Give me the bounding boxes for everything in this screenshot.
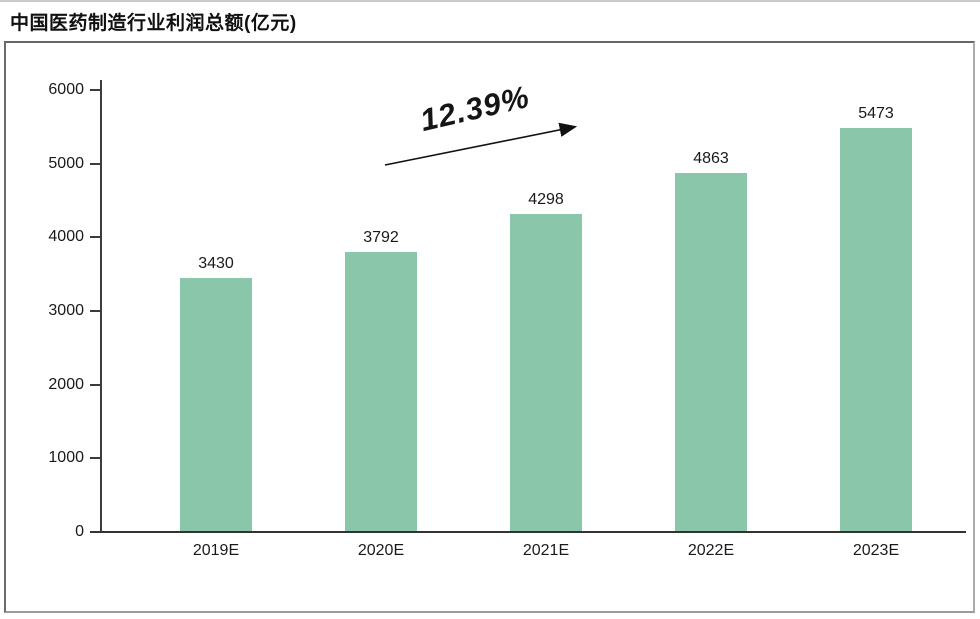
y-axis-tick	[90, 383, 101, 386]
x-axis-category-label: 2019E	[192, 542, 240, 559]
bar-value-label: 4298	[528, 191, 564, 209]
x-axis-category-label: 2021E	[522, 542, 570, 559]
bar-value-label: 5473	[858, 104, 894, 122]
y-axis-tick	[90, 310, 101, 312]
y-axis-tick	[90, 236, 101, 239]
growth-arrow-icon	[384, 122, 578, 166]
x-axis-line	[90, 531, 966, 533]
y-axis-line	[100, 80, 102, 532]
y-axis-tick	[90, 89, 101, 91]
y-axis-tick-label: 6000	[48, 81, 84, 98]
bar	[180, 278, 252, 531]
y-axis-tick-label: 2000	[48, 375, 84, 393]
bar	[510, 214, 582, 531]
chart-title: 中国医药制造行业利润总额(亿元)	[10, 13, 297, 34]
x-axis-category-label: 2023E	[852, 542, 900, 559]
x-axis-category-label: 2020E	[357, 542, 405, 559]
chart-frame	[4, 41, 975, 613]
y-axis-tick-label: 0	[75, 523, 84, 540]
y-axis-tick-label: 3000	[48, 302, 84, 319]
y-axis-tick-label: 5000	[48, 154, 84, 172]
y-axis-tick	[90, 162, 101, 165]
bar-value-label: 4863	[693, 149, 729, 167]
x-axis-category-label: 2022E	[687, 542, 735, 559]
y-axis-tick-label: 1000	[48, 449, 84, 467]
bar	[675, 172, 747, 531]
bar-value-label: 3430	[198, 255, 234, 273]
y-axis-tick	[90, 457, 101, 460]
bar-value-label: 3792	[363, 228, 399, 246]
bar	[345, 251, 417, 531]
bar	[840, 127, 912, 531]
y-axis-tick-label: 4000	[48, 228, 84, 246]
